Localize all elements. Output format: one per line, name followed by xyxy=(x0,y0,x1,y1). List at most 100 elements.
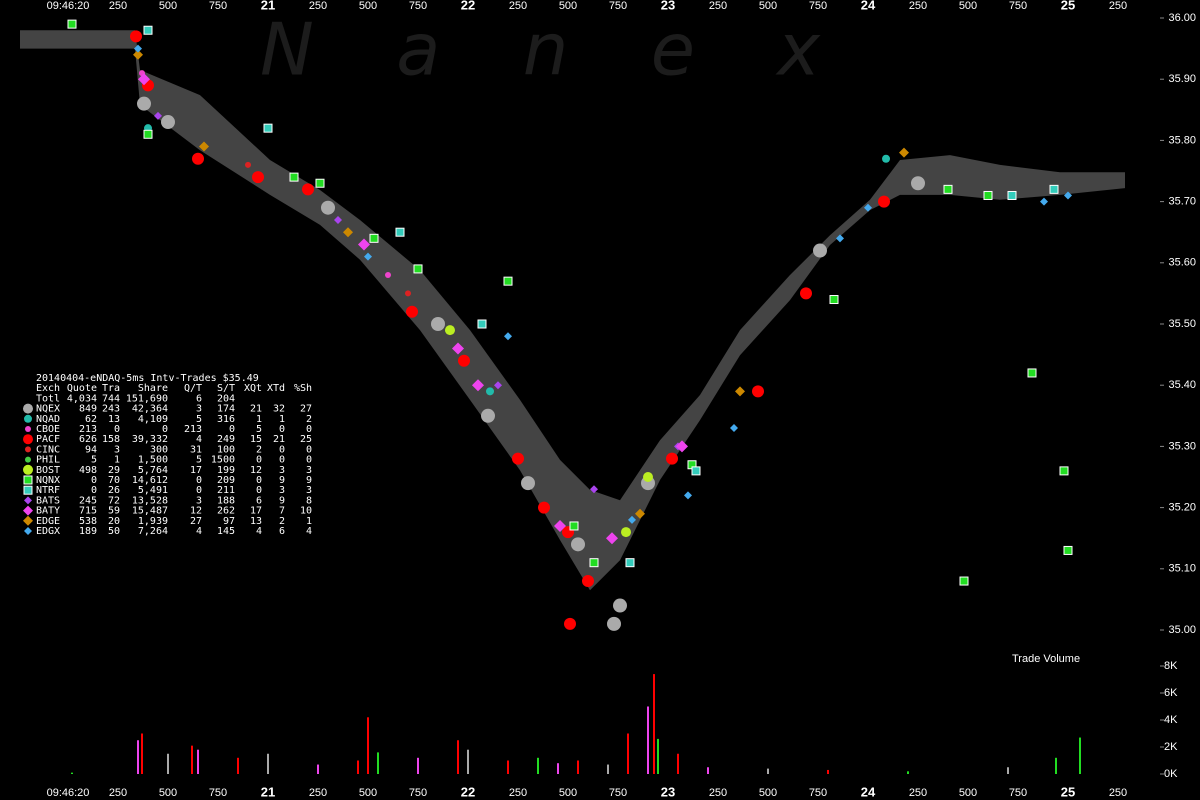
trade-marker xyxy=(1027,368,1037,378)
legend-stat: 0 xyxy=(306,444,312,455)
x-tick-label: 21 xyxy=(261,0,275,12)
legend-stat: 94 xyxy=(85,444,97,455)
legend-stat: 31 xyxy=(190,444,202,455)
legend-stat: 1500 xyxy=(211,455,235,466)
x-tick-label: 24 xyxy=(861,784,876,799)
legend-name: BOST xyxy=(36,465,60,476)
trade-marker xyxy=(405,290,411,297)
legend-stat: 243 xyxy=(102,404,120,415)
legend-marker xyxy=(23,485,33,495)
legend-name: EDGX xyxy=(36,526,60,537)
legend-stat: 1 xyxy=(256,414,262,425)
legend-stat: 0 xyxy=(91,485,97,496)
legend-stat: 100 xyxy=(217,444,235,455)
volume-bar xyxy=(1079,737,1081,774)
trade-marker xyxy=(730,424,738,433)
y-tick-label: 35.40 xyxy=(1168,379,1196,391)
x-tick-label: 750 xyxy=(409,0,427,12)
legend-stat: 1,939 xyxy=(138,516,168,527)
x-tick-label: 250 xyxy=(909,787,927,799)
legend-stat: 13 xyxy=(108,414,120,425)
volume-bar xyxy=(827,769,829,774)
trade-marker xyxy=(899,147,909,158)
legend-name: BATY xyxy=(36,506,60,517)
trade-marker xyxy=(582,575,594,588)
legend-total: 151,690 xyxy=(126,393,168,404)
x-tick-label: 500 xyxy=(759,0,777,12)
volume-bar xyxy=(767,768,769,774)
x-tick-label: 250 xyxy=(1109,787,1127,799)
legend-stat: 249 xyxy=(217,434,235,445)
x-tick-label: 500 xyxy=(559,0,577,12)
legend-name: CINC xyxy=(36,444,60,455)
volume-bar xyxy=(907,771,909,774)
legend-stat: 3 xyxy=(306,485,312,496)
legend-header: XTd xyxy=(267,383,285,394)
legend-header: %Sh xyxy=(294,383,312,394)
trade-marker xyxy=(829,295,839,305)
trade-marker xyxy=(607,616,621,631)
x-tick-label: 250 xyxy=(309,787,327,799)
legend-stat: 3 xyxy=(196,404,202,415)
x-tick-label: 21 xyxy=(261,784,275,799)
legend-stat: 15 xyxy=(250,434,262,445)
legend-stat: 17 xyxy=(250,506,262,517)
legend-stat: 6 xyxy=(256,495,262,506)
trade-marker xyxy=(445,325,455,336)
legend-stat: 188 xyxy=(217,495,235,506)
trade-marker xyxy=(481,408,495,423)
legend-header: Q/T xyxy=(184,383,202,394)
legend-stat: 72 xyxy=(108,495,120,506)
legend-stat: 316 xyxy=(217,414,235,425)
legend-stat: 211 xyxy=(217,485,235,496)
trade-marker xyxy=(621,527,631,538)
trade-marker xyxy=(413,264,423,274)
legend-stat: 209 xyxy=(217,475,235,486)
volume-bar xyxy=(657,738,659,774)
y-tick-label: 4K xyxy=(1164,714,1178,726)
legend-stat: 0 xyxy=(306,424,312,435)
x-tick-label: 250 xyxy=(309,0,327,12)
trade-marker xyxy=(137,96,151,111)
trade-marker xyxy=(395,227,405,237)
trade-marker xyxy=(385,272,391,279)
legend-stat: 62 xyxy=(85,414,97,425)
legend-stat: 20 xyxy=(108,516,120,527)
x-tick-label: 22 xyxy=(461,784,475,799)
legend-name: CBOE xyxy=(36,424,60,435)
volume-bar xyxy=(1055,757,1057,774)
legend-stat: 715 xyxy=(79,506,97,517)
legend-stat: 3 xyxy=(279,465,285,476)
volume-bar xyxy=(1007,767,1009,774)
legend-stat: 626 xyxy=(79,434,97,445)
trade-marker xyxy=(606,532,618,545)
legend-marker xyxy=(23,403,33,414)
y-tick-label: 2K xyxy=(1164,741,1178,753)
x-tick-label: 23 xyxy=(661,784,675,799)
trade-marker xyxy=(800,287,812,300)
trade-marker xyxy=(494,381,502,390)
trade-marker xyxy=(628,515,636,524)
legend-stat: 21 xyxy=(250,404,262,415)
trade-marker xyxy=(864,203,872,212)
legend-stat: 9 xyxy=(279,475,285,486)
trade-marker xyxy=(1064,191,1072,200)
trade-marker xyxy=(625,558,635,568)
legend-marker xyxy=(23,464,33,475)
legend-stat: 17 xyxy=(190,465,202,476)
x-tick-label: 750 xyxy=(609,0,627,12)
legend-stat: 1 xyxy=(306,516,312,527)
legend-stat: 4 xyxy=(306,526,312,537)
y-tick-label: 35.70 xyxy=(1168,196,1196,208)
legend-name: NQAD xyxy=(36,414,60,425)
volume-bar xyxy=(197,749,199,774)
legend-stat: 0 xyxy=(196,485,202,496)
legend-total: 6 xyxy=(196,393,202,404)
volume-bar xyxy=(507,760,509,774)
legend-marker xyxy=(23,515,33,526)
trade-marker xyxy=(192,152,204,165)
x-tick-label: 750 xyxy=(809,787,827,799)
trade-marker xyxy=(589,558,599,568)
